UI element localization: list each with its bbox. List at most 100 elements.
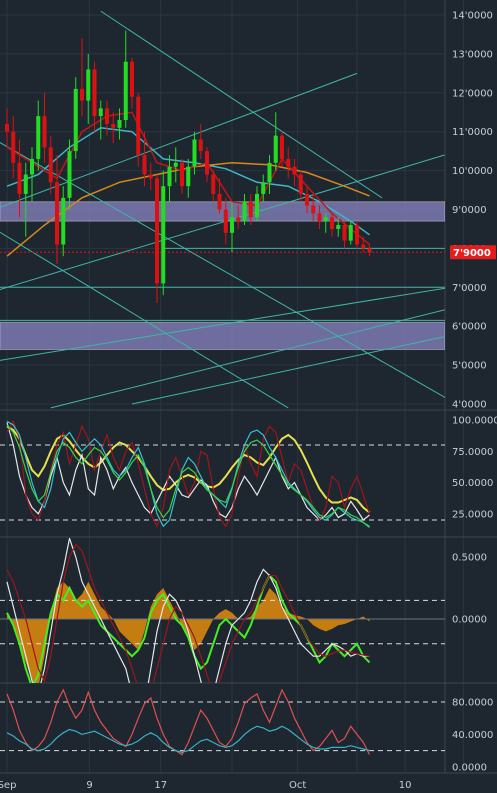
osc-series-osc_cyan[interactable]	[6, 420, 370, 528]
osc-plot-area	[0, 688, 445, 756]
trendline-3[interactable]	[131, 334, 457, 405]
candle[interactable]	[155, 174, 159, 303]
stochastic-panel[interactable]: 25.0000 50.0000 75.0000 100.0000	[0, 416, 497, 528]
candle[interactable]	[123, 30, 128, 128]
candle[interactable]	[311, 193, 316, 222]
candle[interactable]	[30, 147, 34, 202]
candle[interactable]	[342, 221, 347, 249]
osc-series-rsi_cyan[interactable]	[6, 725, 370, 753]
candle[interactable]	[223, 197, 228, 245]
candle[interactable]	[198, 123, 203, 159]
candle-body	[123, 61, 128, 121]
candle[interactable]	[98, 100, 103, 140]
candle[interactable]	[298, 170, 303, 202]
osc-tick-label: 75.0000	[452, 447, 493, 458]
candle[interactable]	[305, 186, 309, 214]
candle[interactable]	[42, 92, 47, 163]
candle[interactable]	[230, 201, 234, 253]
candle[interactable]	[173, 147, 178, 183]
support-resistance-zone-1[interactable]	[0, 321, 445, 351]
candle[interactable]	[67, 139, 72, 210]
candle[interactable]	[186, 158, 191, 198]
trendline-7[interactable]	[0, 229, 289, 409]
candle[interactable]	[161, 170, 166, 296]
candle[interactable]	[11, 116, 16, 179]
price-panel[interactable]: 4'00005'00006'00007'00008'00009'000010'0…	[0, 11, 496, 411]
trendline-0[interactable]	[0, 72, 358, 209]
candle[interactable]	[23, 162, 28, 237]
candle[interactable]	[142, 131, 147, 187]
candle[interactable]	[348, 221, 353, 245]
candle-body	[361, 244, 366, 249]
trendline-5[interactable]	[0, 139, 463, 407]
osc-series-osc_yellow[interactable]	[6, 425, 371, 514]
osc-series-macd_green[interactable]	[6, 573, 371, 688]
date-tick-label: 17	[154, 780, 167, 791]
candle-body	[248, 201, 253, 218]
candle-body	[130, 61, 134, 97]
candle[interactable]	[117, 108, 122, 140]
candle[interactable]	[105, 100, 109, 136]
osc-tick-label: 0.0000	[452, 615, 487, 626]
candle[interactable]	[248, 193, 253, 226]
trendline-6[interactable]	[50, 307, 457, 409]
candle[interactable]	[111, 112, 116, 144]
osc-tick-label: 50.0000	[452, 478, 493, 489]
candle[interactable]	[211, 170, 216, 202]
osc-series-osc_green[interactable]	[6, 424, 370, 528]
candle[interactable]	[61, 186, 66, 257]
candle[interactable]	[148, 162, 153, 191]
trendline-4[interactable]	[100, 10, 383, 199]
candle[interactable]	[242, 193, 247, 226]
candle[interactable]	[261, 174, 266, 202]
candle[interactable]	[255, 186, 259, 222]
candle[interactable]	[205, 147, 209, 183]
candle[interactable]	[267, 155, 272, 194]
candle[interactable]	[80, 38, 84, 117]
candle[interactable]	[361, 236, 366, 253]
rsi-panel[interactable]: 0.0000 40.0000 80.0000	[0, 688, 493, 773]
candle-body	[48, 147, 53, 183]
candle[interactable]	[273, 112, 278, 171]
candle[interactable]	[136, 92, 141, 167]
osc-series-osc_darkred[interactable]	[6, 419, 371, 528]
candle[interactable]	[17, 139, 22, 218]
price-tick-label: 13'0000	[452, 49, 493, 60]
candle[interactable]	[286, 147, 291, 179]
candle-body	[17, 162, 22, 194]
candle[interactable]	[5, 108, 9, 148]
candle-body	[186, 166, 191, 187]
trendline-1[interactable]	[0, 154, 445, 291]
candle-body	[342, 225, 347, 241]
candle[interactable]	[367, 244, 372, 257]
candle[interactable]	[130, 57, 134, 109]
candle[interactable]	[86, 53, 91, 124]
candle[interactable]	[280, 131, 284, 167]
candle-body	[161, 186, 166, 284]
support-resistance-zone-0[interactable]	[0, 201, 445, 222]
osc-series-osc_darkred[interactable]	[6, 543, 370, 706]
candle[interactable]	[48, 135, 53, 194]
candle[interactable]	[317, 205, 322, 229]
candle[interactable]	[236, 205, 241, 229]
last-price-label: 7'9000	[453, 248, 491, 259]
candle[interactable]	[192, 131, 197, 175]
macd-panel[interactable]: 0.0000 0.5000	[0, 538, 487, 718]
candle[interactable]	[323, 213, 328, 233]
candle-body	[86, 69, 91, 101]
candle[interactable]	[180, 158, 184, 194]
candle[interactable]	[330, 213, 334, 237]
candle[interactable]	[55, 155, 59, 264]
candle[interactable]	[355, 221, 359, 249]
candle[interactable]	[167, 155, 172, 202]
candle-body	[330, 217, 334, 229]
candle[interactable]	[336, 217, 341, 237]
trendline-2[interactable]	[0, 287, 451, 361]
osc-series-osc_white[interactable]	[6, 538, 370, 718]
candle[interactable]	[217, 178, 222, 214]
candle[interactable]	[73, 77, 78, 159]
osc-series-osc_white[interactable]	[6, 422, 370, 521]
candle[interactable]	[292, 158, 297, 187]
candle[interactable]	[92, 61, 97, 132]
candle[interactable]	[36, 100, 41, 171]
